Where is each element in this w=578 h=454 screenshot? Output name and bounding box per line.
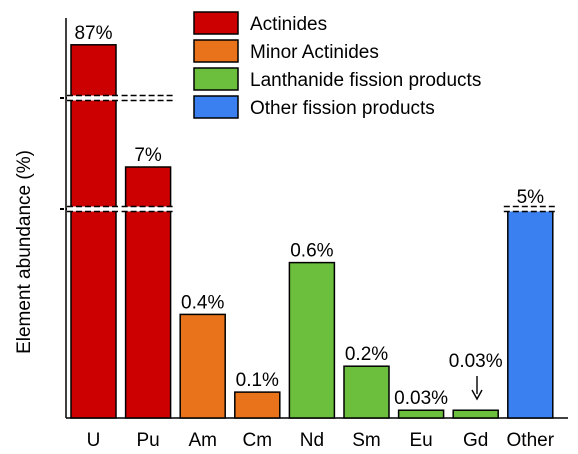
bar-nd (288, 261, 336, 419)
legend-swatch-minor-actinides (193, 39, 239, 63)
data-label-am: 0.4% (181, 292, 224, 313)
legend-label-other-fission-products: Other fission products (250, 98, 435, 119)
bars (70, 44, 554, 419)
data-label-other: 5% (517, 187, 545, 208)
x-tick-label-nd: Nd (300, 430, 324, 451)
data-label-nd: 0.6% (290, 241, 333, 262)
legend: Actinides Minor Actinides Lanthanide fissi… (193, 11, 481, 119)
axis-break-gap-other (503, 206, 557, 212)
legend-label-lanthanide-fission-products: Lanthanide fission products (250, 70, 481, 91)
data-label-cm: 0.1% (236, 370, 279, 391)
bar-u (70, 44, 117, 419)
x-tick-labels: U Pu Am Cm Nd Sm Eu Gd Other (87, 430, 555, 451)
legend-swatch-other-fission-products (193, 95, 239, 119)
data-labels: 87% 7% 0.4% 0.1% 0.6% 0.2% 0.03%0.03% 5% (74, 23, 544, 409)
x-tick-label-sm: Sm (352, 430, 381, 451)
bar-eu (397, 409, 445, 419)
legend-swatch-actinides (193, 11, 239, 35)
bar-gd (452, 409, 499, 419)
legend-label-minor-actinides: Minor Actinides (250, 42, 379, 63)
axis-break-marks (67, 94, 557, 213)
data-label-u: 87% (74, 23, 112, 44)
axis-break-gap-u (67, 206, 120, 212)
axis-break-gap-u (67, 95, 120, 101)
x-tick-label-am: Am (188, 430, 217, 451)
x-tick-label-other: Other (507, 430, 555, 451)
legend-label-actinides: Actinides (250, 14, 327, 35)
bar-other (507, 208, 554, 419)
bar-cm (234, 391, 281, 419)
data-label-pu: 7% (134, 145, 162, 166)
data-label-sm: 0.2% (345, 344, 388, 365)
bar-sm (343, 365, 390, 419)
bar-pu (124, 166, 172, 419)
plot-area: 87% 7% 0.4% 0.1% 0.6% 0.2% 0.03%0.03% 5% U Pu Am C… (60, 18, 568, 451)
axis-break-gap-pu (121, 95, 175, 101)
data-label-eu: 0.03% (394, 388, 448, 409)
x-tick-label-eu: Eu (409, 430, 432, 451)
data-label-gd: 0.03% (449, 351, 503, 372)
axis-break-gap-pu (121, 206, 175, 212)
x-tick-label-pu: Pu (136, 430, 159, 451)
x-tick-label-u: U (87, 430, 101, 451)
gd-arrow (471, 376, 483, 401)
bar-am (179, 313, 226, 419)
y-axis-label: Element abundance (%) (14, 150, 35, 354)
legend-swatch-lanthanide-fission-products (193, 67, 239, 91)
x-tick-label-gd: Gd (463, 430, 488, 451)
x-tick-label-cm: Cm (243, 430, 273, 451)
